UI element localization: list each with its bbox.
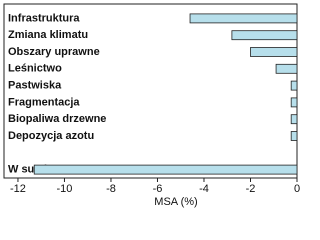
x-axis-label: MSA (%) [154, 196, 197, 208]
x-tick-label: -8 [106, 183, 116, 195]
bar [290, 97, 298, 108]
bar [250, 47, 298, 57]
plot-frame [3, 3, 298, 179]
x-tick-label: -12 [10, 183, 26, 195]
bar [290, 114, 298, 125]
category-label: Biopaliwa drzewne [8, 113, 106, 125]
x-tick-label: -6 [153, 183, 163, 195]
category-label: Obszary uprawne [8, 46, 100, 58]
page: {"chart_data": {"type": "barh", "categor… [3, 3, 301, 208]
chart: MSA (%) -12 -10 -8 -6 -4 -2 0 Infrastruktura Zmi… [3, 3, 300, 208]
x-tick-label: -4 [199, 183, 209, 195]
category-label: Fragmentacja [8, 96, 80, 108]
category-label: Zmiana klimatu [8, 29, 88, 41]
category-label: Leśnictwo [8, 63, 62, 75]
x-tick-label: -10 [57, 183, 73, 195]
bar [33, 164, 298, 175]
bar [290, 80, 298, 91]
category-label: Infrastruktura [8, 12, 80, 24]
bar [290, 131, 298, 141]
category-label: Depozycja azotu [8, 130, 94, 142]
bar [189, 13, 298, 24]
x-tick-label: 0 [294, 183, 300, 195]
category-label: Pastwiska [8, 80, 62, 92]
bar [275, 63, 298, 74]
bar [231, 30, 298, 41]
x-tick-label: -2 [246, 183, 256, 195]
